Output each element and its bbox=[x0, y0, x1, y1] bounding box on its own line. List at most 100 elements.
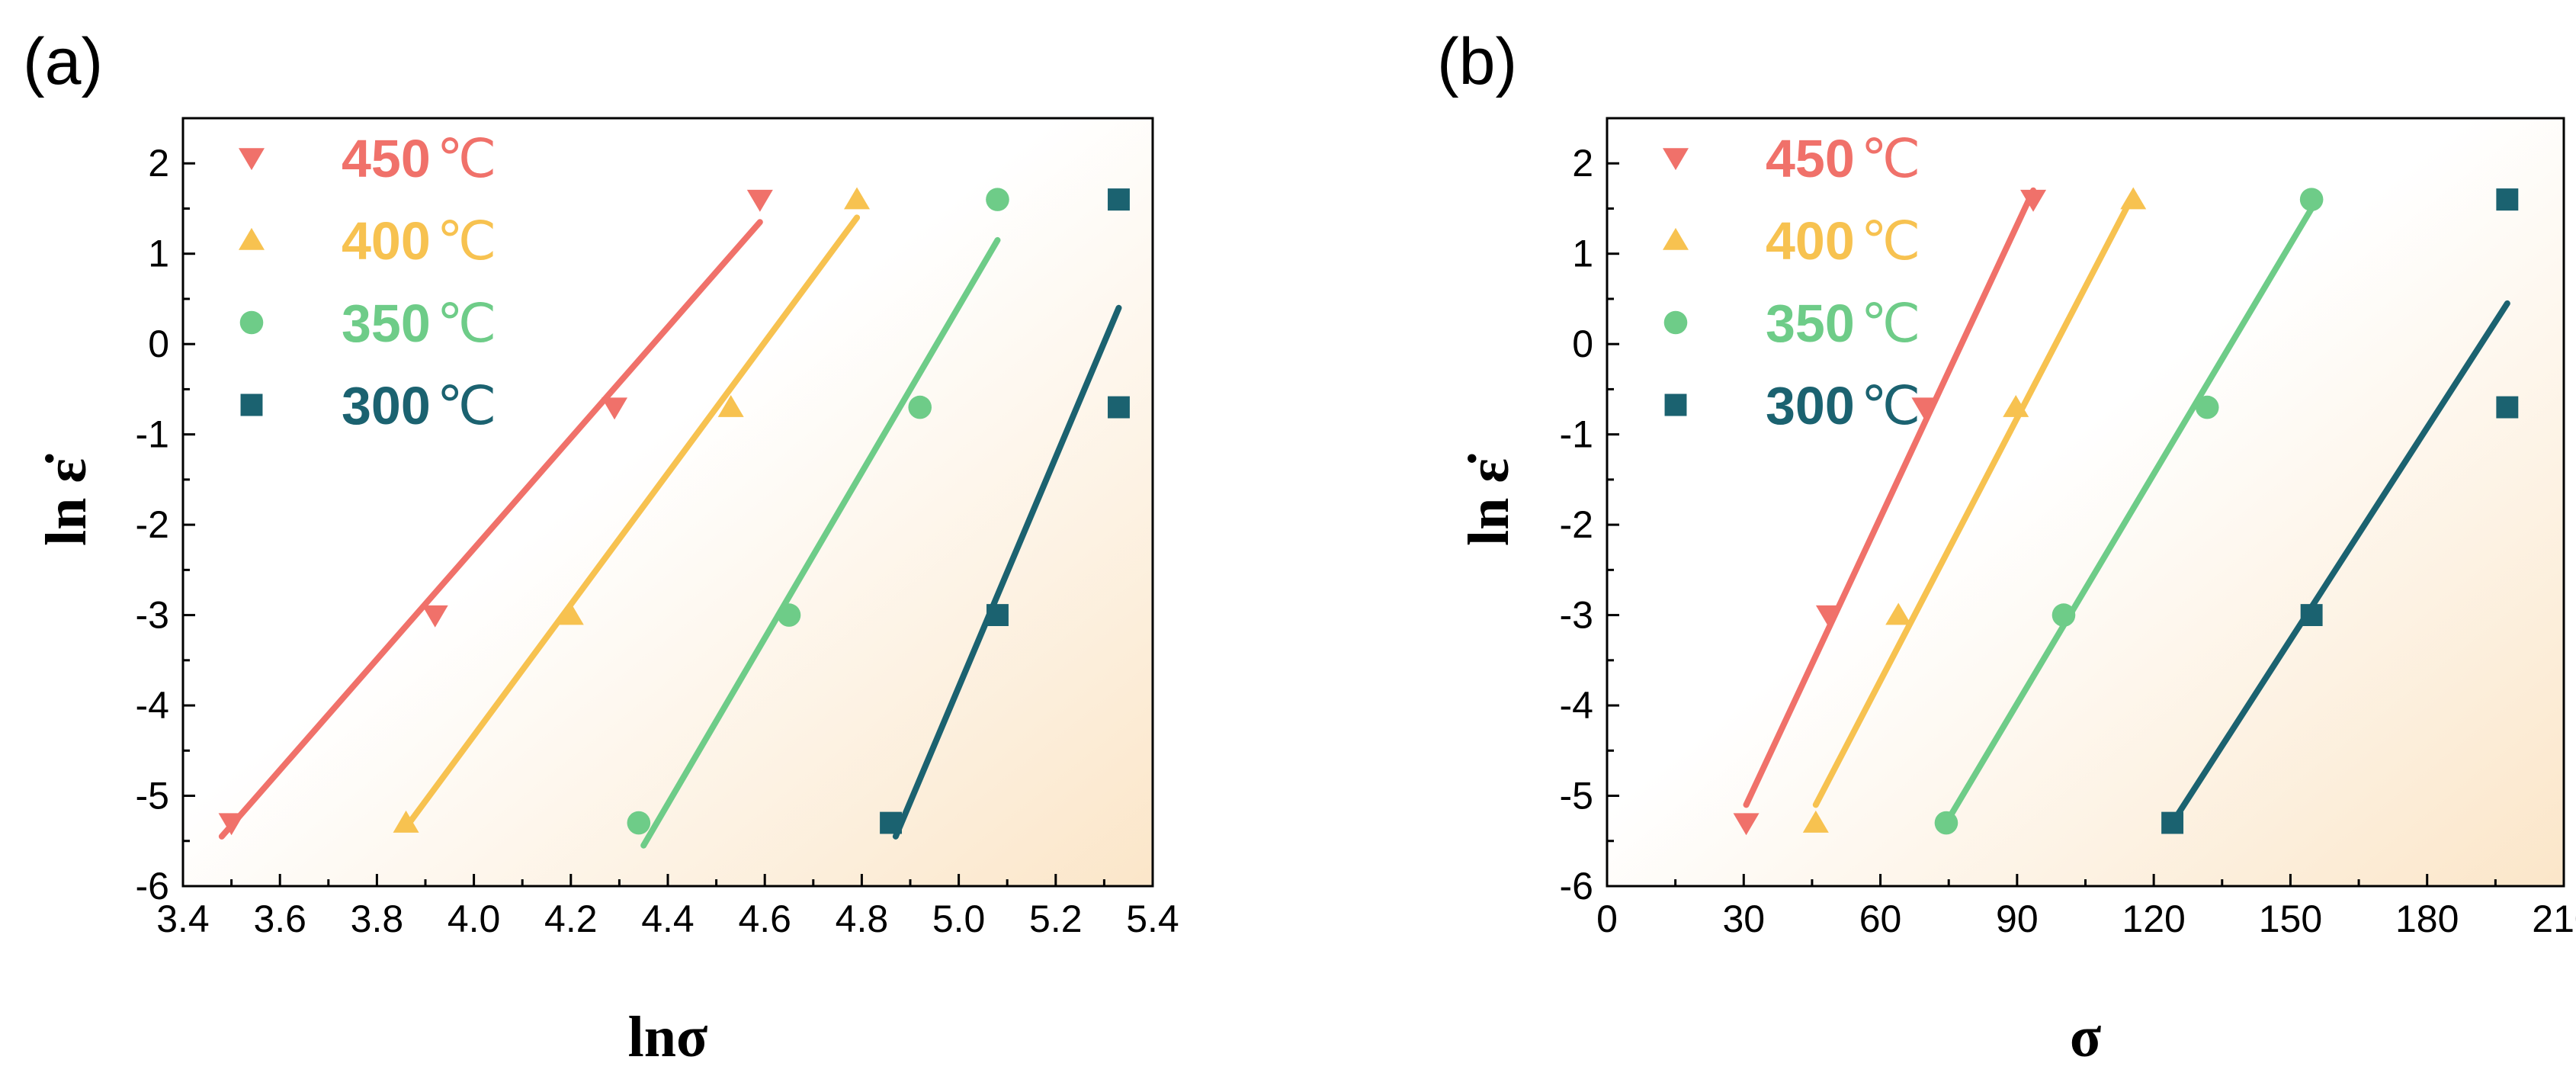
legend-value: 400 bbox=[1766, 211, 1855, 271]
legend-unit: ℃ bbox=[437, 213, 497, 271]
legend-entry-300: 300 ℃ bbox=[342, 376, 496, 436]
data-point-350 bbox=[627, 811, 651, 835]
legend-marker-450 bbox=[239, 148, 265, 171]
data-point-300 bbox=[880, 811, 903, 834]
y-tick-label: -6 bbox=[1560, 865, 1593, 907]
x-tick-label: 4.8 bbox=[836, 898, 889, 940]
legend-unit: ℃ bbox=[1861, 130, 1921, 189]
data-point-400 bbox=[2120, 187, 2147, 210]
y-tick-label: 0 bbox=[148, 323, 169, 365]
legend-entry-450: 450 ℃ bbox=[342, 129, 496, 189]
y-tick-label: -1 bbox=[1560, 413, 1593, 456]
chart-panel-b: (b)0306090120150180210210-1-2-3-4-5-6σln… bbox=[1437, 25, 2576, 1069]
x-tick-label: 90 bbox=[1996, 898, 2039, 940]
x-tick-label: 30 bbox=[1722, 898, 1765, 940]
legend-marker-300 bbox=[240, 393, 263, 416]
data-point-350 bbox=[1934, 811, 1958, 835]
y-tick-label: -5 bbox=[1560, 775, 1593, 817]
data-point-300 bbox=[2161, 811, 2184, 834]
data-point-450 bbox=[1815, 605, 1842, 628]
data-point-400 bbox=[717, 394, 744, 417]
data-point-450 bbox=[2020, 189, 2047, 212]
legend-marker-400 bbox=[1663, 227, 1689, 250]
legend-entry-350: 350 ℃ bbox=[1766, 294, 1920, 354]
legend-unit: ℃ bbox=[1861, 213, 1921, 271]
data-point-350 bbox=[777, 603, 801, 627]
data-point-350 bbox=[986, 188, 1009, 211]
x-tick-label: 3.6 bbox=[253, 898, 306, 940]
legend-unit: ℃ bbox=[1861, 377, 1921, 436]
legend-value: 300 bbox=[1766, 376, 1855, 435]
legend-marker-400 bbox=[239, 227, 265, 250]
data-point-300 bbox=[2300, 604, 2323, 627]
fit-line-350 bbox=[640, 236, 1001, 849]
legend-unit: ℃ bbox=[1861, 295, 1921, 354]
fit-line-400 bbox=[1812, 191, 2137, 808]
x-tick-label: 3.8 bbox=[351, 898, 404, 940]
x-tick-label: 210 bbox=[2532, 898, 2576, 940]
data-point-300 bbox=[1108, 188, 1130, 211]
legend-value: 450 bbox=[342, 129, 431, 188]
fit-line-300 bbox=[892, 304, 1122, 840]
data-point-350 bbox=[2051, 603, 2076, 627]
data-point-400 bbox=[844, 187, 871, 210]
x-tick-label: 3.4 bbox=[156, 898, 210, 940]
legend-value: 300 bbox=[342, 376, 431, 435]
data-point-350 bbox=[2299, 188, 2324, 211]
legend-value: 400 bbox=[342, 211, 431, 271]
y-tick-label: -3 bbox=[136, 594, 169, 637]
x-axis-title: σ bbox=[2070, 1005, 2101, 1069]
legend-marker-300 bbox=[1664, 393, 1687, 416]
y-tick-label: 2 bbox=[148, 142, 169, 185]
x-tick-label: 180 bbox=[2395, 898, 2459, 940]
y-tick-label: -6 bbox=[136, 865, 169, 907]
legend-marker-450 bbox=[1663, 148, 1689, 171]
legend-value: 350 bbox=[342, 294, 431, 353]
data-point-400 bbox=[2003, 394, 2029, 417]
legend-marker-350 bbox=[1663, 310, 1688, 335]
legend-entry-300: 300 ℃ bbox=[1766, 376, 1920, 436]
y-tick-label: -1 bbox=[136, 413, 169, 456]
data-point-400 bbox=[1802, 810, 1829, 833]
data-point-450 bbox=[601, 397, 628, 420]
y-tick-label: -2 bbox=[1560, 503, 1593, 546]
fit-line-400 bbox=[403, 214, 861, 830]
legend-entry-400: 400 ℃ bbox=[1766, 211, 1920, 271]
legend-unit: ℃ bbox=[437, 377, 497, 436]
data-point-400 bbox=[393, 810, 419, 833]
y-axis-title: ln ε̇ bbox=[1457, 454, 1521, 546]
data-point-450 bbox=[1733, 813, 1760, 836]
data-point-450 bbox=[1911, 397, 1938, 420]
y-tick-label: -4 bbox=[136, 684, 169, 727]
y-tick-label: -2 bbox=[136, 503, 169, 546]
y-tick-label: 0 bbox=[1572, 323, 1593, 365]
legend-value: 450 bbox=[1766, 129, 1855, 188]
y-tick-label: -3 bbox=[1560, 594, 1593, 637]
data-point-300 bbox=[2496, 396, 2519, 419]
x-tick-label: 150 bbox=[2259, 898, 2322, 940]
plot-area bbox=[183, 118, 1153, 886]
data-point-450 bbox=[218, 813, 245, 836]
chart-panel-a: (a) 3.4 3.6 3.8 4.0 4.2 4.4 4.6 4.8 5.0 5.2 5.4 2 1 0 -… bbox=[23, 25, 1179, 1069]
data-point-400 bbox=[1885, 602, 1912, 625]
fit-line-350 bbox=[1942, 205, 2315, 827]
x-tick-label: 4.6 bbox=[738, 898, 791, 940]
y-tick-label: -5 bbox=[136, 775, 169, 817]
x-tick-label: 5.0 bbox=[932, 898, 986, 940]
fit-line-300 bbox=[2169, 300, 2510, 827]
x-tick-label: 5.2 bbox=[1029, 898, 1083, 940]
x-tick-label: 120 bbox=[2122, 898, 2185, 940]
data-point-300 bbox=[986, 604, 1009, 627]
data-point-350 bbox=[2195, 395, 2219, 419]
x-tick-label: 5.4 bbox=[1126, 898, 1179, 940]
data-point-300 bbox=[2496, 188, 2519, 211]
plot-area bbox=[1607, 118, 2564, 886]
legend-entry-450: 450 ℃ bbox=[1766, 129, 1920, 189]
x-tick-label: 60 bbox=[1859, 898, 1902, 940]
legend-value: 350 bbox=[1766, 294, 1855, 353]
y-tick-label: 1 bbox=[1572, 233, 1593, 275]
legend-marker-350 bbox=[239, 310, 264, 335]
y-axis-title: ln ε̇ bbox=[34, 454, 98, 546]
fit-line-450 bbox=[1743, 187, 2037, 808]
